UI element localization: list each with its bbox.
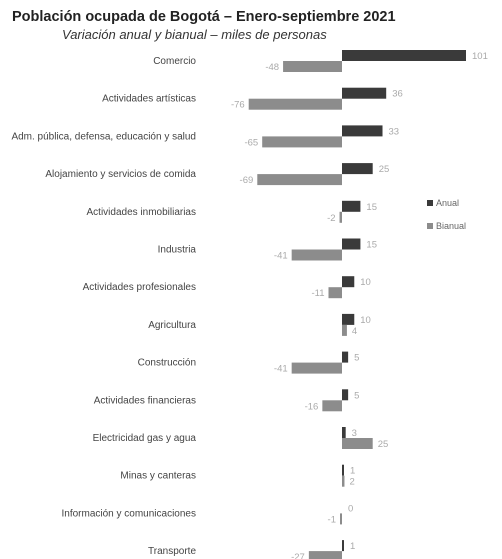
- bar-anual: [342, 464, 344, 476]
- bar-bianual: [342, 438, 373, 449]
- value-label-anual: 5: [354, 353, 359, 364]
- value-label-bianual: -69: [240, 175, 254, 186]
- bar-bianual: [342, 324, 347, 336]
- value-label-anual: 101: [472, 51, 488, 62]
- category-label: Industria: [158, 245, 197, 256]
- bar-bianual: [328, 287, 342, 299]
- value-label-anual: 10: [360, 315, 371, 326]
- bar-anual: [342, 540, 344, 552]
- chart-title: Población ocupada de Bogotá – Enero-sept…: [12, 9, 396, 25]
- category-label: Electricidad gas y agua: [93, 433, 197, 444]
- bar-bianual: [262, 136, 342, 148]
- bar-bianual: [257, 174, 342, 186]
- category-label: Actividades artísticas: [102, 94, 196, 105]
- category-label: Alojamiento y servicios de comida: [45, 169, 196, 180]
- value-label-anual: 10: [360, 277, 371, 288]
- bar-anual: [342, 276, 355, 288]
- bar-bianual: [248, 98, 342, 110]
- value-label-bianual: -1: [328, 514, 336, 525]
- bar-bianual: [339, 211, 342, 223]
- bar-bianual: [283, 61, 342, 72]
- bar-anual: [342, 200, 361, 212]
- value-label-bianual: -16: [305, 401, 319, 412]
- legend-swatch-bianual: [427, 223, 433, 229]
- category-label: Comercio: [153, 56, 196, 67]
- bar-bianual: [322, 400, 342, 412]
- value-label-anual: 1: [350, 541, 355, 552]
- bar-anual: [342, 125, 383, 137]
- value-label-bianual: -65: [244, 137, 258, 148]
- category-label: Transporte: [148, 546, 196, 557]
- value-label-bianual: -41: [274, 251, 288, 262]
- bar-bianual: [308, 551, 342, 559]
- bar-anual: [342, 87, 387, 99]
- value-label-bianual: 2: [349, 477, 354, 488]
- bar-bianual: [291, 362, 342, 374]
- value-label-bianual: 4: [352, 326, 357, 337]
- value-label-anual: 5: [354, 390, 359, 401]
- bar-anual: [342, 50, 466, 61]
- value-label-bianual: -48: [265, 62, 279, 73]
- value-label-bianual: -11: [311, 288, 324, 299]
- value-label-bianual: -27: [291, 552, 305, 559]
- category-label: Minas y canteras: [120, 471, 196, 482]
- value-label-bianual: -76: [231, 100, 245, 111]
- legend-swatch-anual: [427, 200, 433, 206]
- value-label-anual: 25: [379, 164, 390, 175]
- category-label: Información y comunicaciones: [61, 508, 196, 519]
- legend-label-anual: Anual: [436, 198, 459, 208]
- category-label: Agricultura: [148, 320, 196, 331]
- bar-anual: [342, 351, 349, 363]
- legend-label-bianual: Bianual: [436, 221, 466, 231]
- value-label-anual: 36: [392, 89, 403, 100]
- category-label: Actividades profesionales: [83, 282, 196, 293]
- value-label-bianual: 25: [378, 439, 389, 450]
- value-label-anual: 33: [389, 126, 400, 137]
- category-label: Adm. pública, defensa, educación y salud: [11, 131, 196, 142]
- bar-anual: [342, 427, 346, 438]
- value-label-anual: 1: [350, 466, 355, 477]
- category-label: Actividades financieras: [94, 395, 196, 406]
- bar-bianual: [291, 249, 342, 261]
- value-label-anual: 0: [348, 503, 353, 514]
- bar-anual: [342, 389, 349, 401]
- bar-anual: [342, 238, 361, 250]
- value-label-anual: 3: [352, 428, 357, 439]
- value-label-anual: 15: [366, 202, 377, 213]
- value-label-bianual: -41: [274, 364, 288, 375]
- bar-bianual: [340, 513, 342, 525]
- bar-anual: [342, 163, 373, 175]
- bar-anual: [342, 313, 355, 325]
- bar-bianual: [342, 475, 345, 487]
- chart-subtitle: Variación anual y bianual – miles de per…: [62, 27, 327, 42]
- category-label: Actividades inmobiliarias: [87, 207, 197, 218]
- value-label-bianual: -2: [327, 213, 335, 224]
- value-label-anual: 15: [366, 240, 377, 251]
- category-label: Construcción: [138, 358, 196, 369]
